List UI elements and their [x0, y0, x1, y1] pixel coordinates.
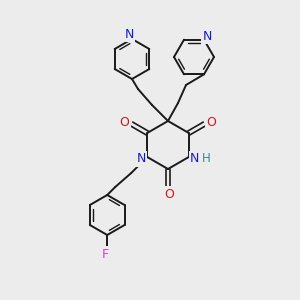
Text: N: N: [190, 152, 200, 166]
Text: F: F: [102, 248, 109, 260]
Text: O: O: [120, 116, 130, 130]
Text: O: O: [164, 188, 174, 200]
Text: O: O: [206, 116, 216, 130]
Text: N: N: [136, 152, 146, 166]
Text: H: H: [201, 152, 210, 166]
Text: N: N: [124, 28, 134, 40]
Text: N: N: [202, 30, 212, 43]
